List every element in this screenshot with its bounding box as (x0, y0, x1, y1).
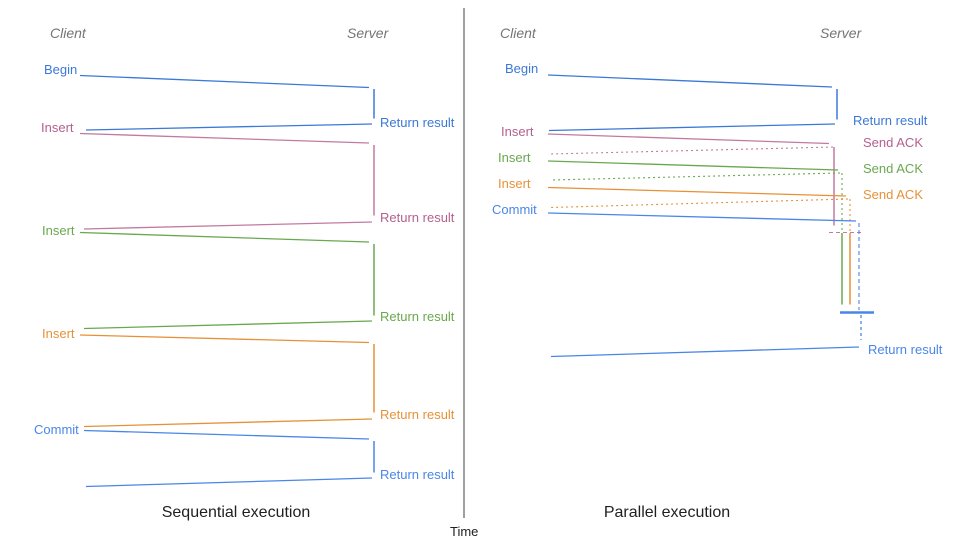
ack-dotted-arrow (550, 172, 841, 181)
request-arrow (79, 231, 370, 243)
right-server-header: Server (820, 25, 863, 41)
return-label: Return result (380, 467, 455, 482)
return-label: Return result (853, 113, 928, 128)
ack-dotted-arrow (550, 146, 834, 155)
request-arrow (547, 74, 833, 88)
request-arrow (79, 74, 370, 89)
return-label: Return result (380, 115, 455, 130)
sequential-title: Sequential execution (162, 504, 311, 521)
return-arrow (83, 418, 373, 428)
return-arrow (83, 320, 373, 330)
ack-label: Send ACK (863, 135, 923, 150)
left-step-begin: Begin Return result (44, 62, 455, 131)
return-arrow (85, 123, 373, 131)
sequential-diagram: Client Server Begin Return result Insert… (34, 25, 455, 521)
step-label: Insert (498, 150, 531, 165)
left-step-insert-2: Insert Return result (42, 223, 455, 330)
return-label: Return result (868, 342, 943, 357)
step-label: Insert (42, 326, 75, 341)
time-axis-label: Time (450, 524, 478, 539)
step-label: Insert (42, 223, 75, 238)
ack-label: Send ACK (863, 187, 923, 202)
step-label: Commit (34, 422, 79, 437)
return-label: Return result (380, 210, 455, 225)
step-label: Insert (498, 176, 531, 191)
right-step-commit: Commit Return result (492, 202, 943, 358)
right-step-insert-3: Insert Send ACK (498, 176, 923, 305)
request-arrow (547, 212, 857, 222)
request-arrow (79, 132, 370, 144)
request-arrow (547, 133, 830, 145)
left-step-commit: Commit Return result (34, 422, 455, 488)
right-step-begin: Begin Return result (505, 61, 928, 132)
return-label: Return result (380, 407, 455, 422)
left-server-header: Server (347, 25, 390, 41)
right-step-insert-1: Insert Send ACK (501, 124, 923, 234)
left-step-insert-3: Insert Return result (42, 326, 455, 428)
request-arrow (83, 429, 370, 440)
step-label: Insert (501, 124, 534, 139)
request-arrow (547, 160, 839, 171)
step-label: Commit (492, 202, 537, 217)
request-arrow (547, 186, 847, 197)
return-arrow (550, 346, 860, 358)
left-client-header: Client (50, 25, 87, 41)
ack-dotted-arrow (550, 198, 849, 209)
return-arrow (83, 221, 373, 230)
right-client-header: Client (500, 25, 537, 41)
step-label: Begin (44, 62, 77, 77)
ack-label: Send ACK (863, 161, 923, 176)
return-arrow (548, 123, 836, 132)
time-axis: Time (450, 8, 478, 539)
return-arrow (85, 477, 373, 488)
step-label: Insert (41, 120, 74, 135)
request-arrow (79, 334, 370, 344)
return-label: Return result (380, 309, 455, 324)
right-step-insert-2: Insert Send ACK (498, 150, 923, 305)
parallel-diagram: Client Server Begin Return result Insert… (492, 25, 943, 521)
left-step-insert-1: Insert Return result (41, 120, 455, 230)
step-label: Begin (505, 61, 538, 76)
parallel-title: Parallel execution (604, 504, 730, 521)
